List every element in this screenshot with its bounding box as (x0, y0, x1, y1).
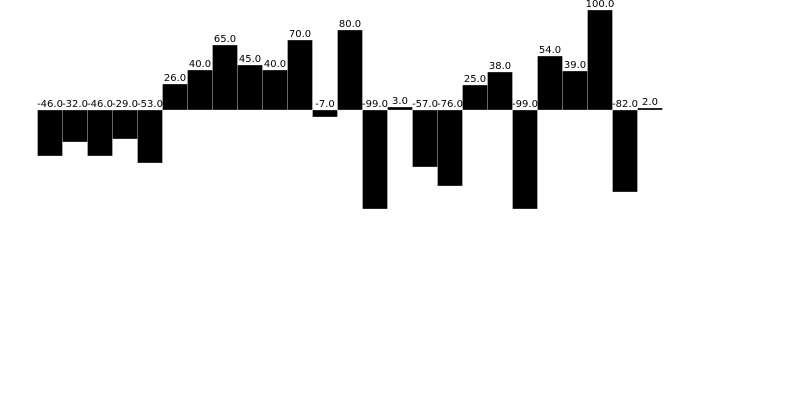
bar-value-label: 80.0 (339, 19, 361, 30)
bar (337, 29, 363, 111)
bar-value-label: 45.0 (239, 54, 261, 65)
bar (387, 106, 413, 111)
bar-value-label: -99.0 (362, 99, 388, 110)
bar (187, 69, 213, 111)
bar-value-label: -57.0 (412, 99, 438, 110)
bar-value-label: -76.0 (437, 99, 463, 110)
bar (62, 109, 88, 143)
bar (562, 70, 588, 111)
bar-value-label: -46.0 (87, 99, 113, 110)
bar-value-label: -7.0 (315, 99, 335, 110)
data-labels-group: -46.0 -32.0 -46.0 -29.0 -53.026.040.065.045.… (37, 0, 658, 110)
bar-value-label: -53.0 (137, 99, 163, 110)
bar (612, 109, 638, 193)
bar (437, 109, 463, 187)
bar-value-label: 2.0 (642, 97, 658, 108)
bar-value-label: 38.0 (489, 61, 511, 72)
bar-value-label: 3.0 (392, 96, 408, 107)
bar (537, 55, 563, 111)
bar (212, 44, 238, 111)
bar (637, 107, 663, 111)
bar (362, 109, 388, 210)
bar (137, 109, 163, 164)
bar (462, 84, 488, 111)
bar-value-label: 65.0 (214, 34, 236, 45)
bar-value-label: -46.0 (37, 99, 63, 110)
bar-value-label: 40.0 (189, 59, 211, 70)
bar (37, 109, 63, 157)
bar (587, 9, 613, 111)
bar-value-label: 39.0 (564, 60, 586, 71)
bar (112, 109, 138, 140)
bar (87, 109, 113, 157)
bar-value-label: 54.0 (539, 45, 561, 56)
bar-value-label: -29.0 (112, 99, 138, 110)
bar (237, 64, 263, 111)
bar-value-label: 70.0 (289, 29, 311, 40)
bar-value-label: 26.0 (164, 73, 186, 84)
bar (487, 71, 513, 111)
bar-value-label: 25.0 (464, 74, 486, 85)
bar-value-label: -32.0 (62, 99, 88, 110)
bar (162, 83, 188, 111)
bar (512, 109, 538, 210)
bar (412, 109, 438, 168)
bar (287, 39, 313, 111)
bar-value-label: -82.0 (612, 99, 638, 110)
bar-value-label: -99.0 (512, 99, 538, 110)
bars-group (37, 9, 663, 210)
bar-value-label: 100.0 (586, 0, 615, 10)
bar (312, 109, 338, 118)
bar-value-label: 40.0 (264, 59, 286, 70)
bar (262, 69, 288, 111)
